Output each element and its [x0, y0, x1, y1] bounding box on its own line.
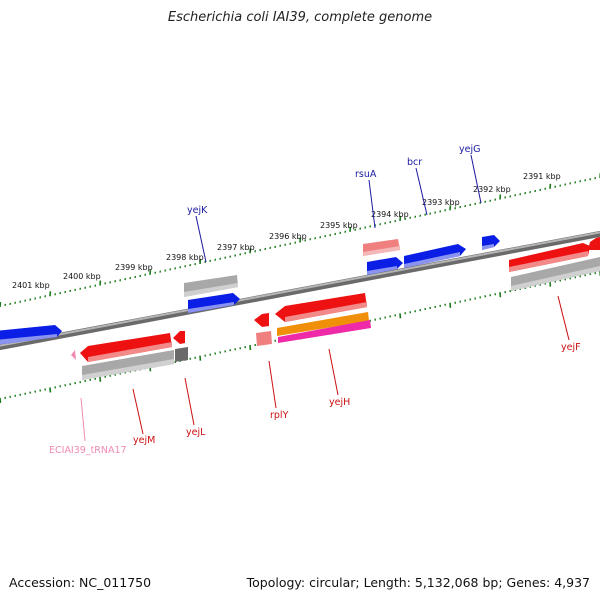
lower-ruler [0, 271, 600, 404]
upper-ruler [0, 172, 600, 308]
gene-feature-yejH-orange[interactable] [277, 312, 369, 336]
leader-rplY [268, 360, 277, 409]
gene-label-rsuA: rsuA [355, 169, 377, 180]
gene-label-rplY: rplY [270, 410, 289, 421]
gene-feature-trna[interactable] [71, 350, 76, 360]
leader-yejL [184, 377, 195, 426]
gene-feature-red-right[interactable] [588, 237, 600, 250]
leader-yejG [470, 154, 482, 204]
gene-label-bcr: bcr [407, 157, 422, 168]
gene-label-trna: ECIAI39_tRNA17 [49, 445, 127, 456]
leader-yejH [328, 348, 339, 396]
leader-bcr [415, 167, 428, 216]
gene-feature-yejL-gray[interactable] [175, 347, 188, 362]
ruler-label-2392: 2392 kbp [473, 185, 511, 194]
ruler-label-2394: 2394 kbp [371, 210, 409, 219]
ruler-label-2398: 2398 kbp [166, 253, 204, 262]
gene-feature-rplY[interactable] [254, 313, 269, 327]
genome-backbone [0, 230, 600, 351]
gene-feature-rplY-pink[interactable] [256, 331, 272, 346]
ruler-label-2393: 2393 kbp [422, 198, 460, 207]
gene-label-yejG: yejG [459, 144, 480, 155]
genome-title: Escherichia coli IAI39, complete genome [167, 10, 433, 25]
ruler-label-2396: 2396 kbp [269, 232, 307, 241]
gene-label-yejF: yejF [561, 342, 581, 353]
gene-feature-yejL[interactable] [173, 331, 185, 344]
genome-summary-text: Topology: circular; Length: 5,132,068 bp… [246, 575, 590, 590]
gene-label-yejM: yejM [133, 435, 155, 446]
gene-label-yejH: yejH [329, 397, 350, 408]
accession-text: Accession: NC_011750 [9, 575, 152, 590]
leader-yejF [557, 295, 570, 341]
ruler-labels: 2401 kbp 2400 kbp 2399 kbp 2398 kbp 2397… [12, 172, 561, 290]
ruler-label-2400: 2400 kbp [63, 272, 101, 281]
leader-yejK [195, 215, 207, 263]
ruler-label-2399: 2399 kbp [115, 263, 153, 272]
gene-label-yejK: yejK [187, 205, 208, 216]
ruler-label-2391: 2391 kbp [523, 172, 561, 181]
ruler-label-2401: 2401 kbp [12, 281, 50, 290]
ruler-label-2397: 2397 kbp [217, 243, 255, 252]
gene-feature-yejH-magenta[interactable] [278, 320, 371, 343]
leader-rsuA [368, 179, 376, 229]
gene-label-yejL: yejL [186, 427, 206, 438]
leader-yejM [132, 388, 144, 435]
ruler-label-2395: 2395 kbp [320, 221, 358, 230]
leader-trna [80, 397, 86, 442]
